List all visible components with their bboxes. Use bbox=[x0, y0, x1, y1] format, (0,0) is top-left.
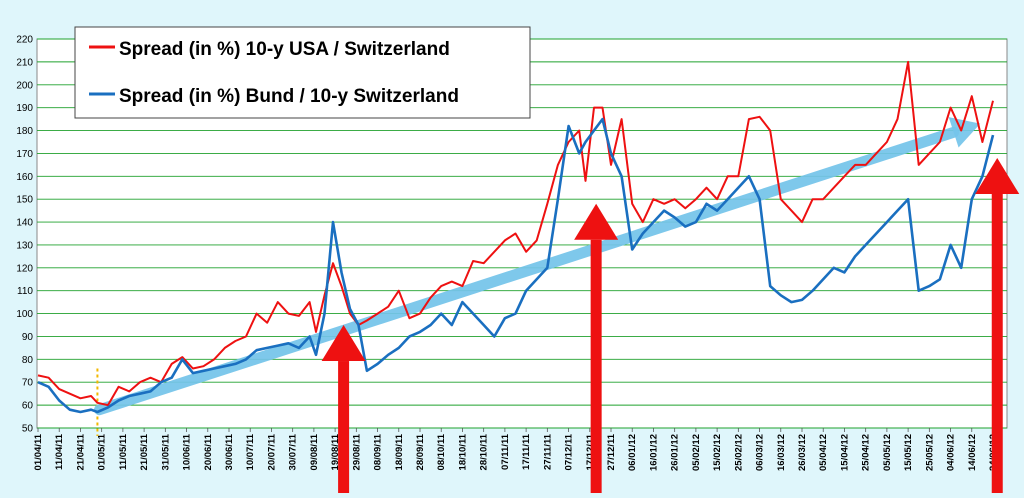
y-tick-label: 140 bbox=[16, 218, 33, 229]
x-tick-label: 10/07/11 bbox=[245, 433, 256, 470]
x-tick-label: 17/11/11 bbox=[521, 433, 532, 470]
y-tick-label: 110 bbox=[17, 286, 33, 297]
vertical-arrow-head bbox=[321, 325, 366, 362]
x-tick-label: 26/03/12 bbox=[797, 434, 808, 471]
series-line-usa bbox=[37, 60, 994, 407]
y-tick-label: 130 bbox=[16, 240, 33, 251]
legend-box bbox=[74, 26, 531, 119]
y-tick-label: 80 bbox=[22, 355, 34, 366]
x-tick-label: 25/02/12 bbox=[733, 434, 744, 471]
x-tick-label: 15/05/12 bbox=[903, 434, 914, 471]
series-line-bund bbox=[37, 117, 995, 414]
legend-label-bund: Spread (in %) Bund / 10-y Switzerland bbox=[119, 86, 459, 107]
trend-arrow-shaft bbox=[94, 126, 960, 416]
y-tick-label: 50 bbox=[22, 424, 34, 435]
x-tick-label: 07/12/11 bbox=[564, 433, 575, 470]
x-tick-label: 11/05/11 bbox=[118, 433, 129, 470]
x-axis-tick-labels: 01/04/11 11/04/11 21/04/11 01/05/11 11/05/11… bbox=[33, 428, 999, 471]
x-tick-label: 21/04/11 bbox=[75, 433, 86, 470]
x-tick-label: 28/10/11 bbox=[479, 433, 490, 470]
y-tick-label: 150 bbox=[16, 195, 33, 206]
y-tick-label: 100 bbox=[16, 309, 33, 320]
x-tick-label: 19/08/11 bbox=[330, 433, 341, 470]
x-tick-label: 07/11/11 bbox=[500, 433, 511, 470]
y-tick-label: 60 bbox=[22, 401, 34, 412]
x-tick-label: 10/06/11 bbox=[182, 433, 193, 470]
legend: Spread (in %) 10-y USA / Switzerland Spr… bbox=[74, 26, 531, 119]
x-tick-label: 01/04/11 bbox=[33, 433, 44, 470]
legend-label-usa: Spread (in %) 10-y USA / Switzerland bbox=[119, 39, 450, 60]
x-tick-label: 16/03/12 bbox=[776, 434, 787, 471]
y-tick-label: 70 bbox=[22, 378, 34, 389]
y-tick-label: 90 bbox=[22, 332, 34, 343]
x-tick-label: 05/04/12 bbox=[818, 434, 829, 471]
x-tick-label: 05/05/12 bbox=[882, 434, 893, 471]
x-tick-label: 14/06/12 bbox=[967, 434, 978, 471]
vertical-arrow-head bbox=[574, 203, 619, 240]
x-tick-label: 25/05/12 bbox=[924, 434, 935, 471]
x-tick-label: 11/04/11 bbox=[54, 433, 65, 470]
x-tick-label: 06/01/12 bbox=[627, 434, 638, 471]
x-tick-label: 27/11/11 bbox=[542, 433, 553, 470]
y-tick-label: 200 bbox=[16, 80, 33, 91]
y-tick-label: 180 bbox=[16, 126, 33, 137]
x-tick-label: 08/10/11 bbox=[436, 433, 447, 470]
x-tick-label: 16/01/12 bbox=[648, 434, 659, 471]
x-tick-label: 30/06/11 bbox=[224, 433, 235, 470]
x-tick-label: 09/08/11 bbox=[309, 433, 320, 470]
x-tick-label: 21/05/11 bbox=[139, 433, 150, 470]
x-tick-label: 25/04/12 bbox=[861, 434, 872, 471]
series-layer bbox=[37, 60, 995, 414]
x-tick-label: 27/12/11 bbox=[606, 433, 617, 470]
vertical-arrows-layer bbox=[321, 157, 1020, 494]
y-tick-label: 160 bbox=[16, 172, 33, 183]
x-tick-label: 17/12/11 bbox=[585, 433, 596, 470]
x-tick-label: 15/02/12 bbox=[712, 434, 723, 471]
x-tick-label: 15/04/12 bbox=[839, 434, 850, 471]
x-tick-label: 26/01/12 bbox=[670, 434, 681, 471]
x-tick-label: 29/08/11 bbox=[351, 433, 362, 470]
x-tick-label: 18/10/11 bbox=[457, 433, 468, 470]
x-tick-label: 20/07/11 bbox=[266, 433, 277, 470]
y-tick-label: 210 bbox=[16, 57, 33, 68]
x-tick-label: 28/09/11 bbox=[415, 433, 426, 470]
vertical-arrow-shaft bbox=[590, 239, 602, 493]
x-tick-label: 01/05/11 bbox=[97, 433, 108, 470]
y-axis-tick-labels: 50 60 70 80 90 100 110 120 130 140 150 160 170 180 190… bbox=[16, 35, 33, 435]
y-tick-label: 220 bbox=[16, 35, 33, 46]
x-tick-label: 04/06/12 bbox=[946, 434, 957, 471]
vertical-arrow-shaft bbox=[991, 193, 1003, 494]
y-tick-label: 190 bbox=[16, 103, 33, 114]
x-tick-label: 06/03/12 bbox=[755, 434, 766, 471]
vertical-arrow-head bbox=[975, 157, 1020, 194]
x-tick-label: 20/06/11 bbox=[203, 433, 214, 470]
x-tick-label: 31/05/11 bbox=[160, 433, 171, 470]
trend-arrow-head bbox=[948, 117, 981, 148]
x-tick-label: 05/02/12 bbox=[691, 434, 702, 471]
x-tick-label: 30/07/11 bbox=[288, 433, 299, 470]
vertical-arrow-shaft bbox=[338, 361, 350, 493]
trend-arrow-layer bbox=[94, 117, 981, 436]
y-tick-label: 120 bbox=[16, 263, 33, 274]
x-tick-label: 08/09/11 bbox=[373, 433, 384, 470]
x-tick-label: 18/09/11 bbox=[394, 433, 405, 470]
y-tick-label: 170 bbox=[16, 149, 33, 160]
